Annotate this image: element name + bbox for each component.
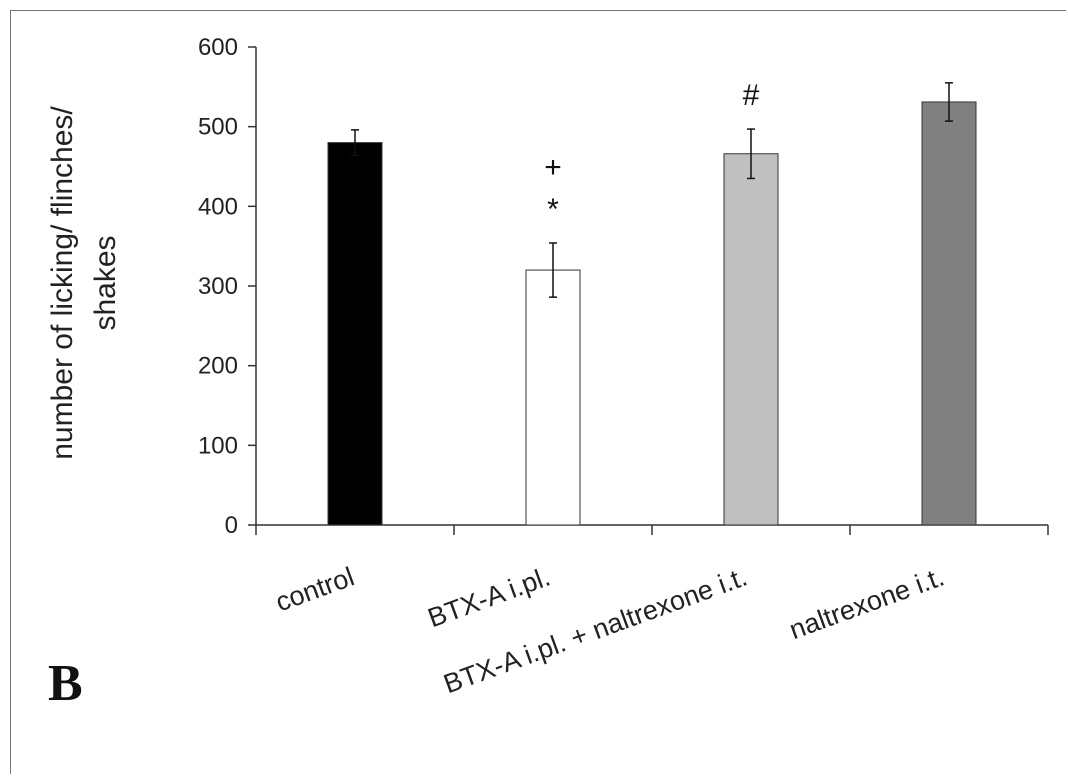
y-tick-label: 600	[198, 34, 238, 61]
x-axis	[255, 524, 1049, 535]
significance-marker: +	[544, 151, 562, 184]
y-tick-label: 100	[198, 432, 238, 459]
bar	[921, 101, 977, 526]
category-label: control	[272, 561, 358, 617]
y-axis: 0 100 200 300 400 500 600	[198, 34, 257, 539]
figure-frame	[10, 10, 1066, 774]
bars	[327, 101, 977, 526]
y-tick-label: 400	[198, 193, 238, 220]
bar	[723, 153, 779, 526]
y-axis-label-line: shakes	[89, 235, 122, 330]
category-label: naltrexone i.t.	[785, 561, 948, 645]
y-tick-label: 500	[198, 114, 238, 141]
y-axis-label: number of licking/ flinches/shakes	[46, 106, 122, 460]
significance-marker: #	[743, 79, 760, 112]
panel-label: B	[48, 655, 83, 712]
y-tick-label: 200	[198, 353, 238, 380]
category-label: BTX-A i.pl.	[424, 561, 554, 633]
significance-annotations: + * #	[544, 79, 759, 226]
bar	[525, 269, 581, 526]
y-tick-label: 300	[198, 273, 238, 300]
significance-marker: *	[547, 193, 559, 226]
category-labels: control BTX-A i.pl.BTX-A i.pl. + naltrexo…	[272, 561, 948, 699]
error-bars	[351, 82, 953, 298]
bar	[327, 142, 383, 526]
y-tick-label: 0	[225, 512, 238, 539]
y-axis-label-line: number of licking/ flinches/	[46, 106, 79, 460]
